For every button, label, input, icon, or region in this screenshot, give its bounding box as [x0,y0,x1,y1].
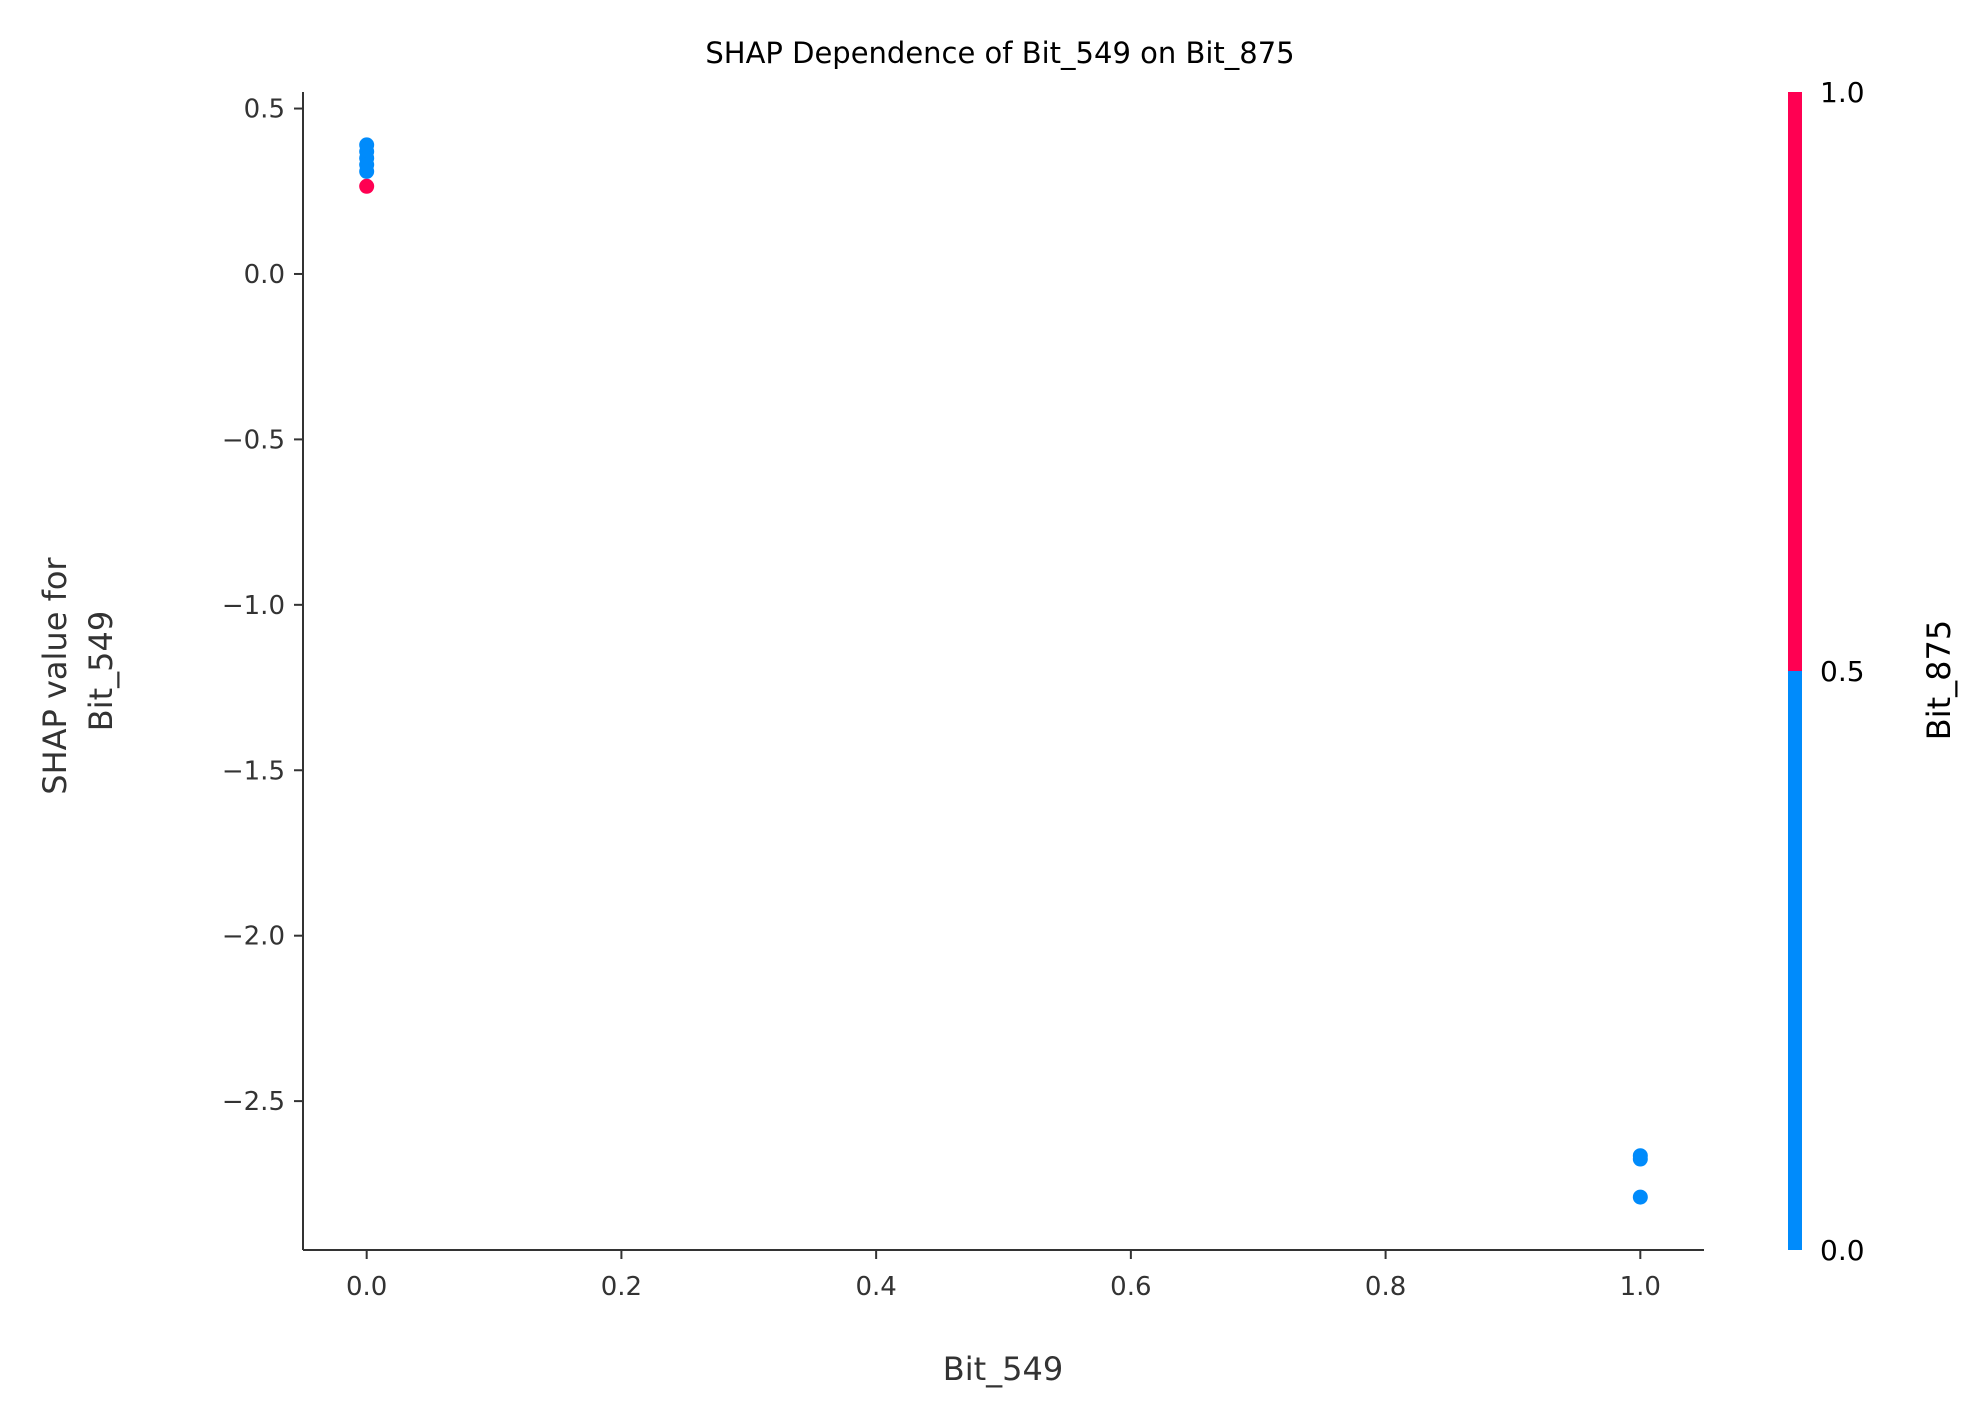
y-tick-label: −2.0 [222,922,285,952]
x-tick-label: 0.4 [855,1272,896,1302]
colorbar-high-segment [1788,92,1802,671]
plot-area: 0.0 0.2 0.4 0.6 0.8 1.0 0.5 0.0 −0.5 −1.0 −1.5 −2.… [222,92,1704,1302]
x-ticks: 0.0 0.2 0.4 0.6 0.8 1.0 [346,1250,1661,1302]
y-axis-label-line1: SHAP value for [36,557,74,795]
chart-title: SHAP Dependence of Bit_549 on Bit_875 [705,36,1294,70]
x-tick-label: 0.2 [601,1272,642,1302]
scatter-point [1632,1189,1648,1205]
colorbar-tick-label: 1.0 [1820,76,1865,109]
x-tick-label: 0.6 [1110,1272,1151,1302]
y-axis-label-line2: Bit_549 [82,611,120,731]
y-tick-label: −2.5 [222,1087,285,1117]
y-tick-label: −1.0 [222,591,285,621]
x-axis-label: Bit_549 [943,1350,1063,1388]
y-tick-label: 0.0 [244,260,285,290]
scatter-point [359,178,375,194]
scatter-point [359,163,375,179]
colorbar-low-segment [1788,671,1802,1250]
y-tick-label: −0.5 [222,425,285,455]
colorbar-label: Bit_875 [1920,620,1958,740]
scatter-point [1632,1151,1648,1167]
colorbar-tick-label: 0.0 [1820,1234,1865,1267]
scatter-points [359,137,1648,1205]
y-ticks: 0.5 0.0 −0.5 −1.0 −1.5 −2.0 −2.5 [222,95,303,1117]
colorbar-ticks: 0.0 0.5 1.0 [1820,76,1865,1267]
x-tick-label: 0.0 [346,1272,387,1302]
y-axis-label: SHAP value for Bit_549 [36,547,120,794]
y-tick-label: 0.5 [244,95,285,125]
colorbar-tick-label: 0.5 [1820,655,1865,688]
x-tick-label: 1.0 [1620,1272,1661,1302]
colorbar: 0.0 0.5 1.0 Bit_875 [1788,76,1958,1267]
x-tick-label: 0.8 [1365,1272,1406,1302]
y-tick-label: −1.5 [222,756,285,786]
